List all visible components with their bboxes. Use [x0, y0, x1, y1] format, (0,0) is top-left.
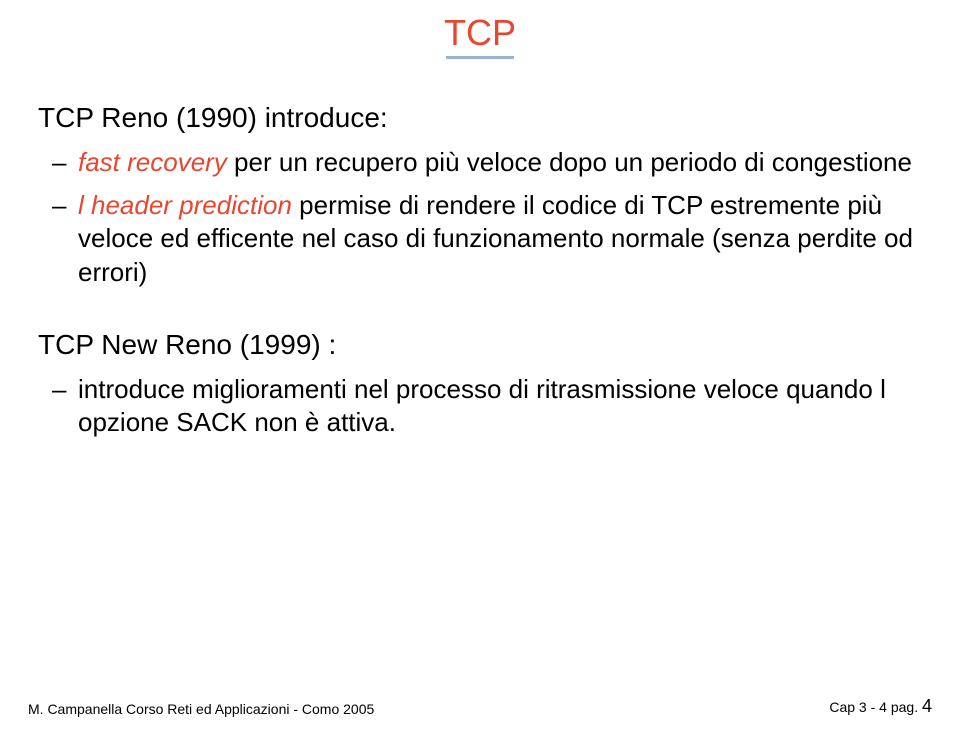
- footer-right: Cap 3 - 4 pag. 4: [829, 696, 932, 717]
- footer-left: M. Campanella Corso Reti ed Applicazioni…: [28, 701, 374, 717]
- intro-1: TCP Reno (1990) introduce:: [38, 100, 922, 136]
- footer-right-prefix: Cap 3 - 4 pag.: [829, 699, 922, 715]
- dash-icon: –: [52, 189, 66, 222]
- slide: TCP TCP Reno (1990) introduce: – fast re…: [0, 0, 960, 735]
- bullet-3-text: introduce miglioramenti nel processo di …: [78, 374, 886, 437]
- slide-body: TCP Reno (1990) introduce: – fast recove…: [38, 100, 922, 449]
- bullet-3: – introduce miglioramenti nel processo d…: [38, 373, 922, 440]
- bullet-2: – l header prediction permise di rendere…: [38, 189, 922, 289]
- bullet-1-italic: fast recovery: [78, 147, 227, 177]
- title-text: TCP: [444, 12, 516, 53]
- title-underline: [446, 56, 514, 59]
- page-number: 4: [922, 696, 932, 716]
- slide-title: TCP: [0, 12, 960, 59]
- bullet-1: – fast recovery per un recupero più velo…: [38, 146, 922, 179]
- intro-2: TCP New Reno (1999) :: [38, 327, 922, 363]
- bullet-2-italic: l header prediction: [78, 190, 292, 220]
- dash-icon: –: [52, 373, 66, 406]
- spacer: [38, 299, 922, 327]
- dash-icon: –: [52, 146, 66, 179]
- bullet-1-rest: per un recupero più veloce dopo un perio…: [227, 147, 912, 177]
